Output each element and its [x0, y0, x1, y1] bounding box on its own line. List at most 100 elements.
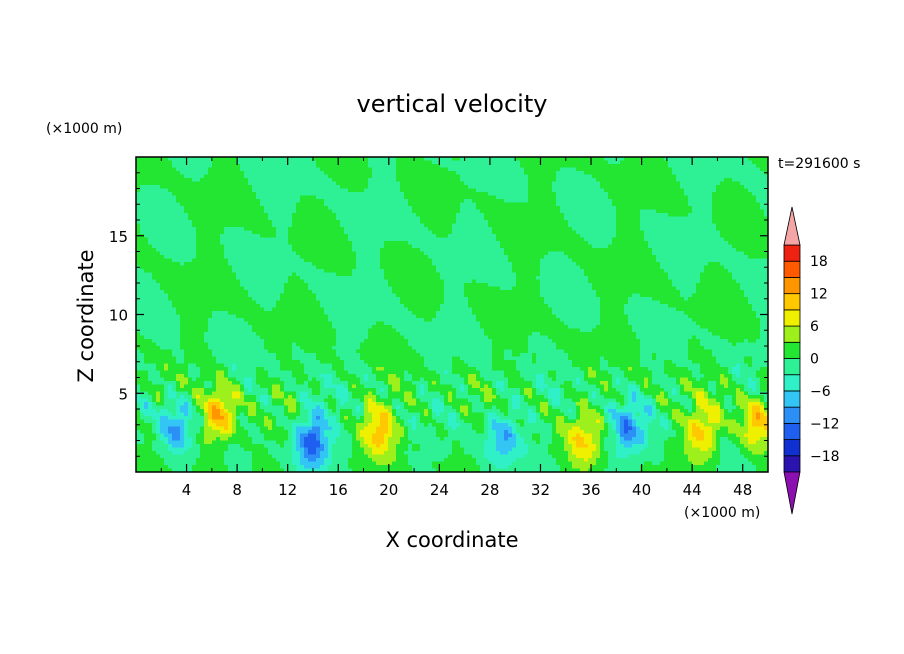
field-cell [252, 440, 257, 445]
field-cell [312, 416, 317, 421]
field-cell [304, 402, 309, 407]
field-cell [252, 321, 257, 326]
field-cell [268, 458, 273, 463]
field-cell [196, 349, 201, 354]
field-cell [180, 332, 185, 337]
field-cell [340, 157, 345, 162]
field-cell [308, 395, 313, 400]
field-cell [308, 262, 313, 267]
field-cell [196, 220, 201, 225]
field-cell [176, 325, 181, 330]
field-cell [344, 328, 349, 333]
field-cell [320, 461, 325, 466]
field-cell [320, 157, 325, 162]
field-cell [180, 223, 185, 228]
field-cell [168, 160, 173, 165]
field-cell [320, 412, 325, 417]
field-cell [212, 461, 217, 466]
field-cell [188, 286, 193, 291]
field-cell [340, 363, 345, 368]
field-cell [328, 293, 333, 298]
field-cell [148, 328, 153, 333]
field-cell [340, 430, 345, 435]
field-cell [144, 381, 149, 386]
field-cell [208, 384, 213, 389]
field-cell [196, 241, 201, 246]
field-cell [300, 381, 305, 386]
field-cell [184, 195, 189, 200]
field-cell [192, 265, 197, 270]
field-cell [284, 157, 289, 162]
field-cell [208, 454, 213, 459]
field-cell [300, 255, 305, 260]
field-cell [232, 409, 237, 414]
field-cell [316, 206, 321, 211]
field-cell [352, 213, 357, 218]
field-cell [280, 220, 285, 225]
field-cell [284, 402, 289, 407]
field-cell [216, 461, 221, 466]
field-cell [296, 304, 301, 309]
field-cell [272, 437, 277, 442]
field-cell [192, 220, 197, 225]
field-cell [252, 213, 257, 218]
field-cell [236, 227, 241, 232]
field-cell [176, 430, 181, 435]
field-cell [248, 318, 253, 323]
field-cell [160, 402, 165, 407]
field-cell [168, 199, 173, 204]
field-cell [280, 293, 285, 298]
field-cell [220, 412, 225, 417]
field-cell [256, 290, 261, 295]
field-cell [344, 171, 349, 176]
field-cell [272, 185, 277, 190]
field-cell [328, 367, 333, 372]
field-cell [176, 349, 181, 354]
field-cell [164, 384, 169, 389]
field-cell [344, 419, 349, 424]
field-cell [308, 192, 313, 197]
field-cell [248, 241, 253, 246]
field-cell [188, 157, 193, 162]
field-cell [224, 412, 229, 417]
field-cell [324, 311, 329, 316]
field-cell [348, 367, 353, 372]
field-cell [288, 234, 293, 239]
field-cell [216, 398, 221, 403]
field-cell [196, 395, 201, 400]
field-cell [200, 374, 205, 379]
field-cell [208, 381, 213, 386]
field-cell [216, 335, 221, 340]
field-cell [188, 171, 193, 176]
field-cell [296, 367, 301, 372]
field-cell [352, 356, 357, 361]
field-cell [168, 367, 173, 372]
field-cell [160, 314, 165, 319]
field-cell [292, 363, 297, 368]
field-cell [144, 220, 149, 225]
field-cell [164, 160, 169, 165]
field-cell [196, 174, 201, 179]
field-cell [352, 209, 357, 214]
field-cell [192, 388, 197, 393]
field-cell [260, 269, 265, 274]
field-cell [296, 300, 301, 305]
field-cell [316, 328, 321, 333]
field-cell [208, 314, 213, 319]
field-cell [212, 171, 217, 176]
field-cell [136, 440, 141, 445]
field-cell [140, 279, 145, 284]
field-cell [260, 202, 265, 207]
field-cell [196, 409, 201, 414]
field-cell [348, 440, 353, 445]
field-cell [344, 332, 349, 337]
field-cell [152, 314, 157, 319]
field-cell [328, 188, 333, 193]
field-cell [140, 318, 145, 323]
field-cell [140, 412, 145, 417]
field-cell [164, 447, 169, 452]
field-cell [196, 195, 201, 200]
field-cell [272, 339, 277, 344]
field-cell [312, 255, 317, 260]
field-cell [196, 311, 201, 316]
